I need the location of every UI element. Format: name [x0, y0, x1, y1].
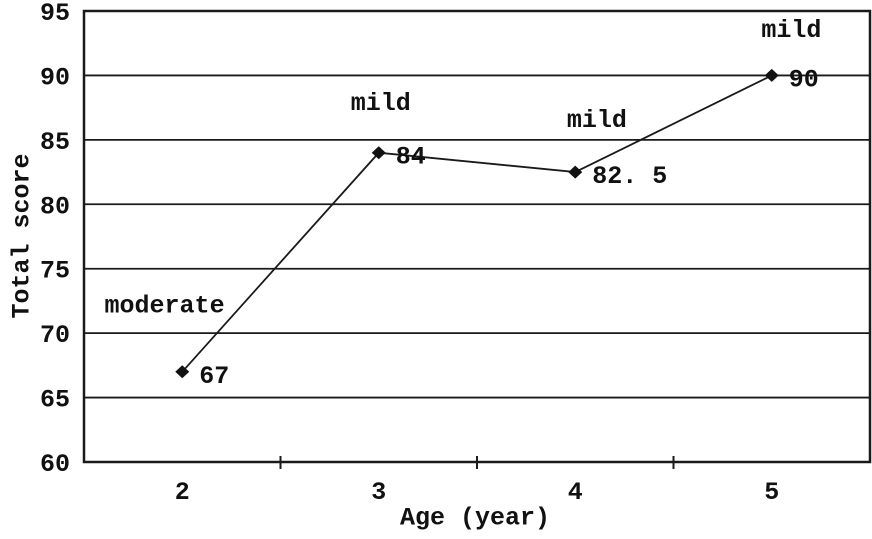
- data-point-marker: [175, 365, 190, 379]
- x-tick-label: 3: [371, 478, 386, 507]
- y-tick-label: 80: [40, 192, 70, 221]
- y-tick-label: 90: [40, 63, 70, 92]
- data-label: 82. 5: [592, 162, 667, 191]
- y-tick-label: 60: [40, 450, 70, 479]
- data-label: 90: [789, 65, 819, 94]
- y-tick-label: 95: [40, 0, 70, 28]
- series-line: [181, 74, 773, 373]
- x-axis-title: Age (year): [399, 503, 551, 533]
- data-point-marker: [568, 165, 583, 179]
- x-tick-label: 4: [568, 478, 583, 507]
- y-tick-label: 75: [40, 257, 70, 286]
- y-axis-title: Total score: [7, 153, 37, 319]
- x-tick-label: 2: [175, 478, 190, 507]
- y-tick-label: 85: [40, 128, 70, 157]
- data-label: 84: [396, 143, 426, 172]
- annotation-label: mild: [761, 16, 821, 45]
- plot-border: [82, 9, 872, 464]
- data-point-marker: [764, 68, 779, 82]
- x-tick-label: 5: [764, 478, 779, 507]
- data-point-marker: [371, 146, 386, 160]
- annotation-label: mild: [567, 106, 627, 135]
- annotation-label: moderate: [105, 292, 225, 321]
- y-tick-label: 70: [40, 321, 70, 350]
- y-tick-label: 65: [40, 386, 70, 415]
- data-label: 67: [199, 362, 229, 391]
- annotation-label: mild: [351, 89, 411, 118]
